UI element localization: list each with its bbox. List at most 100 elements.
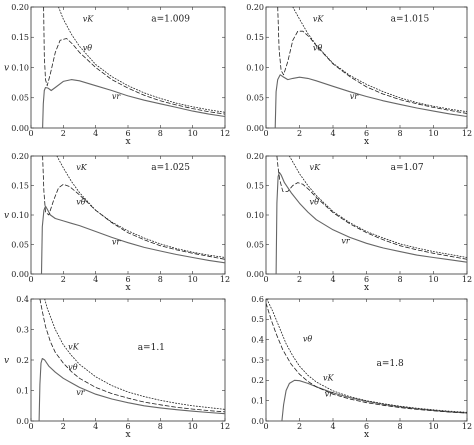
x-tick-label: 10 xyxy=(188,129,198,138)
x-tick-label: 4 xyxy=(93,275,98,284)
y-tick-label: 0.20 xyxy=(246,3,264,12)
plot-frame xyxy=(265,6,468,129)
x-tick-label: 4 xyxy=(330,129,335,138)
x-tick-label: 2 xyxy=(61,422,66,431)
curve-label: vr xyxy=(350,92,360,101)
x-tick-label: 0 xyxy=(28,129,33,138)
series-line-v xyxy=(42,156,225,260)
x-tick-label: 10 xyxy=(428,275,438,284)
x-tick-label: 8 xyxy=(158,422,163,431)
x-tick-label: 8 xyxy=(158,129,163,138)
series-line-vk xyxy=(266,299,467,413)
series-line-vk xyxy=(292,7,467,113)
y-tick-label: 0.3 xyxy=(16,325,29,334)
x-tick-label: 10 xyxy=(428,422,438,431)
plot-frame xyxy=(30,6,226,129)
x-tick-label: 4 xyxy=(93,129,98,138)
x-tick-label: 12 xyxy=(220,275,230,284)
y-tick-label: 0.00 xyxy=(246,124,264,133)
curve-label: vK xyxy=(83,15,95,24)
parameter-annotation: a=1.8 xyxy=(377,359,404,369)
x-tick-label: 12 xyxy=(462,275,472,284)
x-tick-label: 4 xyxy=(93,422,98,431)
curve-label: vθ xyxy=(303,335,313,344)
x-tick-label: 12 xyxy=(462,422,472,431)
series-line-vr xyxy=(38,357,225,421)
y-tick-label: 0.20 xyxy=(11,3,29,12)
x-tick-label: 0 xyxy=(263,422,268,431)
y-tick-label: 0.10 xyxy=(11,211,29,220)
curve-label: vθ xyxy=(68,363,78,372)
y-tick-label: 0.4 xyxy=(251,335,264,344)
chart-panel-1: 0 2 4 6 8 10 12 0.00 0.05 0.10 0.15 0.20 x v vK vθ vr a=1… xyxy=(4,3,230,147)
x-axis-label: x xyxy=(364,137,369,147)
curve-label: vθ xyxy=(310,197,320,206)
y-tick-label: 0.15 xyxy=(246,181,264,190)
y-tick-label: 0.0 xyxy=(251,417,264,426)
parameter-annotation: a=1.025 xyxy=(151,163,190,173)
x-axis-label: x xyxy=(364,430,369,440)
parameter-annotation: a=1.009 xyxy=(151,15,190,25)
x-tick-label: 6 xyxy=(125,422,130,431)
x-tick-label: 8 xyxy=(158,275,163,284)
y-tick-label: 0.3 xyxy=(251,356,264,365)
y-axis-label: v xyxy=(4,356,9,366)
y-axis-label: v xyxy=(4,211,9,221)
series-line-vk xyxy=(58,7,225,113)
series-line-vr xyxy=(275,171,467,274)
x-tick-label: 8 xyxy=(397,422,402,431)
x-tick-label: 12 xyxy=(220,129,230,138)
x-axis-label: x xyxy=(364,283,369,293)
x-tick-label: 6 xyxy=(125,275,130,284)
y-tick-label: 0.2 xyxy=(16,356,29,365)
x-tick-label: 2 xyxy=(297,422,302,431)
plot-frame xyxy=(265,155,468,275)
parameter-annotation: a=1.1 xyxy=(138,343,165,353)
curve-label: vr xyxy=(76,388,86,397)
series-line-vr xyxy=(42,79,225,128)
series-line-vr xyxy=(281,379,467,421)
y-axis-label: v xyxy=(4,64,9,74)
y-tick-label: 0.20 xyxy=(246,152,264,161)
x-tick-label: 2 xyxy=(61,275,66,284)
x-tick-label: 0 xyxy=(28,275,33,284)
x-tick-label: 2 xyxy=(297,129,302,138)
curve-label: vθ xyxy=(83,44,93,53)
x-tick-label: 6 xyxy=(125,129,130,138)
series-line-vk xyxy=(56,156,225,258)
x-tick-label: 4 xyxy=(330,422,335,431)
chart-panel-3: 0 2 4 6 8 10 12 0.00 0.05 0.10 0.15 0.20 x v vK vθ vr a=1… xyxy=(4,152,230,293)
curve-label: vK xyxy=(310,163,322,172)
parameter-annotation: a=1.07 xyxy=(391,163,424,173)
series-line-v xyxy=(277,7,467,114)
x-tick-label: 0 xyxy=(263,275,268,284)
y-tick-label: 0.10 xyxy=(11,63,29,72)
y-tick-label: 0.20 xyxy=(11,152,29,161)
series-line-vk xyxy=(289,156,467,258)
series-line-vr xyxy=(274,74,467,128)
y-tick-label: 0.05 xyxy=(11,240,29,249)
x-tick-label: 6 xyxy=(364,422,369,431)
y-tick-label: 0.15 xyxy=(11,33,29,42)
y-tick-label: 0.2 xyxy=(251,376,264,385)
y-tick-label: 0.5 xyxy=(251,315,264,324)
y-tick-label: 0.00 xyxy=(11,124,29,133)
y-tick-label: 0.15 xyxy=(246,33,264,42)
x-tick-label: 2 xyxy=(297,275,302,284)
y-tick-label: 0.05 xyxy=(246,94,264,103)
curve-label: vK xyxy=(313,15,325,24)
x-tick-label: 10 xyxy=(188,422,198,431)
curve-label: vK xyxy=(68,342,80,351)
curve-label: vK xyxy=(323,373,335,382)
x-tick-label: 0 xyxy=(263,129,268,138)
y-tick-label: 0.05 xyxy=(246,240,264,249)
y-tick-label: 0.10 xyxy=(246,63,264,72)
x-tick-label: 12 xyxy=(220,422,230,431)
series-line-vr xyxy=(40,205,225,274)
curve-label: vr xyxy=(112,92,122,101)
x-tick-label: 6 xyxy=(364,275,369,284)
x-tick-label: 8 xyxy=(397,129,402,138)
curve-label: vr xyxy=(112,238,122,247)
x-tick-label: 12 xyxy=(462,129,472,138)
